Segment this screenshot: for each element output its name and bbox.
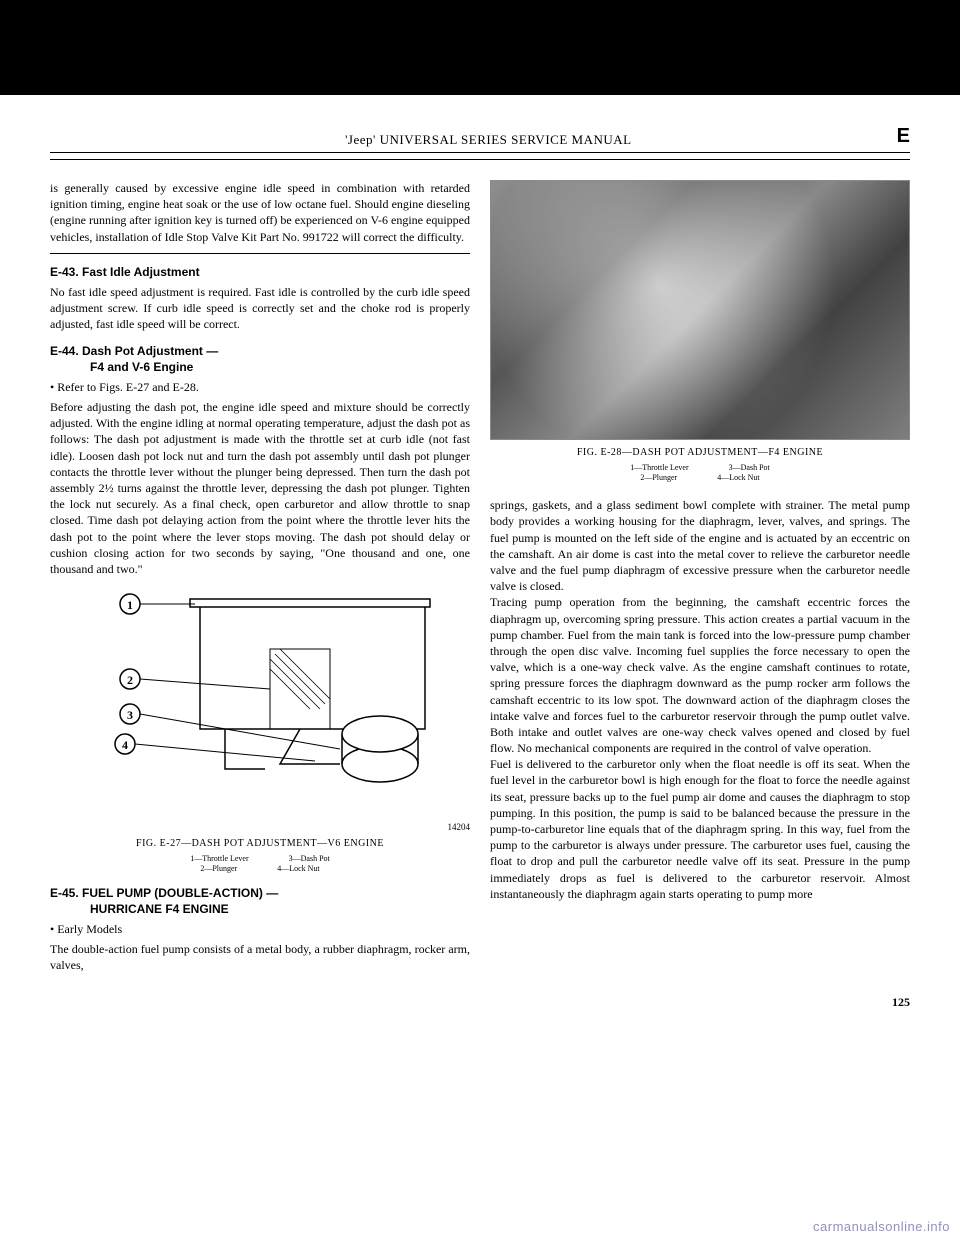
svg-text:1: 1 (127, 598, 133, 612)
e45-subheading: HURRICANE F4 ENGINE (90, 902, 229, 916)
content-area: 'Jeep' UNIVERSAL SERIES SERVICE MANUAL E… (0, 95, 960, 1030)
fig-e28-caption: FIG. E-28—DASH POT ADJUSTMENT—F4 ENGINE (490, 446, 910, 460)
legend-item: 2—Plunger (200, 864, 237, 874)
svg-text:3: 3 (127, 708, 133, 722)
fig-e27-legend: 1—Throttle Lever 3—Dash Pot 2—Plunger 4—… (50, 854, 470, 875)
section-e43-body: No fast idle speed adjustment is require… (50, 284, 470, 333)
section-e44-body: Before adjusting the dash pot, the engin… (50, 399, 470, 577)
page-number: 125 (50, 995, 910, 1010)
intro-paragraph: is generally caused by excessive engine … (50, 180, 470, 245)
e44-subheading: F4 and V-6 Engine (90, 360, 193, 374)
legend-item: 3—Dash Pot (289, 854, 330, 864)
header-title: 'Jeep' UNIVERSAL SERIES SERVICE MANUAL (80, 132, 897, 148)
legend-item: 4—Lock Nut (717, 473, 759, 483)
fig-e28-photo (490, 180, 910, 440)
left-column: is generally caused by excessive engine … (50, 180, 470, 975)
section-e43-heading: E-43. Fast Idle Adjustment (50, 264, 470, 280)
legend-item: 3—Dash Pot (729, 463, 770, 473)
watermark: carmanualsonline.info (813, 1219, 950, 1234)
svg-text:2: 2 (127, 673, 133, 687)
section-e45-heading: E-45. FUEL PUMP (DOUBLE-ACTION) — HURRIC… (50, 885, 470, 917)
right-main-body: springs, gaskets, and a glass sediment b… (490, 497, 910, 902)
fig-e27-diagram: 1 2 3 4 (70, 589, 450, 809)
legend-item: 2—Plunger (640, 473, 677, 483)
e45-bullet: Early Models (50, 921, 470, 937)
legend-item: 4—Lock Nut (277, 864, 319, 874)
top-black-bar (0, 0, 960, 95)
right-column: FIG. E-28—DASH POT ADJUSTMENT—F4 ENGINE … (490, 180, 910, 975)
two-column-layout: is generally caused by excessive engine … (50, 180, 910, 975)
page-header: 'Jeep' UNIVERSAL SERIES SERVICE MANUAL E (50, 125, 910, 153)
fig-e27-caption: FIG. E-27—DASH POT ADJUSTMENT—V6 ENGINE (50, 837, 470, 851)
header-separator (50, 159, 910, 160)
legend-item: 1—Throttle Lever (190, 854, 248, 864)
fig-e27-number: 14204 (50, 821, 470, 833)
svg-text:4: 4 (122, 738, 128, 752)
e44-heading-text: E-44. Dash Pot Adjustment — (50, 344, 218, 358)
section-e45-body: The double-action fuel pump consists of … (50, 941, 470, 973)
section-separator (50, 253, 470, 254)
e44-bullet: Refer to Figs. E-27 and E-28. (50, 379, 470, 395)
section-letter: E (897, 125, 910, 148)
fig-e28-legend: 1—Throttle Lever 3—Dash Pot 2—Plunger 4—… (490, 463, 910, 484)
e45-heading-text: E-45. FUEL PUMP (DOUBLE-ACTION) — (50, 886, 278, 900)
page-wrapper: 'Jeep' UNIVERSAL SERIES SERVICE MANUAL E… (0, 0, 960, 1030)
section-e44-heading: E-44. Dash Pot Adjustment — F4 and V-6 E… (50, 343, 470, 375)
legend-item: 1—Throttle Lever (630, 463, 688, 473)
